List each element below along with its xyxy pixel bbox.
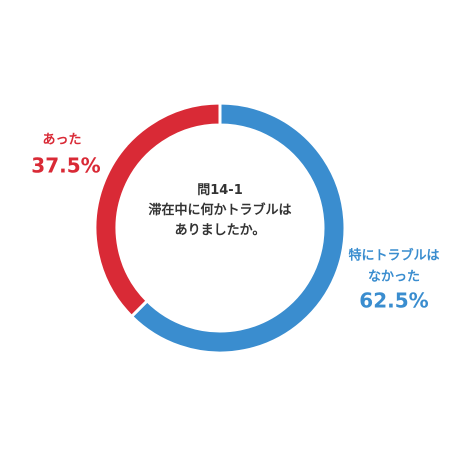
slice [129, 101, 347, 355]
value-label: 37.5% [31, 154, 100, 178]
chart-title: 問14-1 滞在中に何かトラブルはありましたか。 [148, 183, 291, 238]
slice [93, 101, 222, 319]
slice-label: 特にトラブルはなかった [348, 247, 439, 284]
value-label: 62.5% [359, 289, 428, 313]
slice-label: あった [42, 133, 81, 148]
